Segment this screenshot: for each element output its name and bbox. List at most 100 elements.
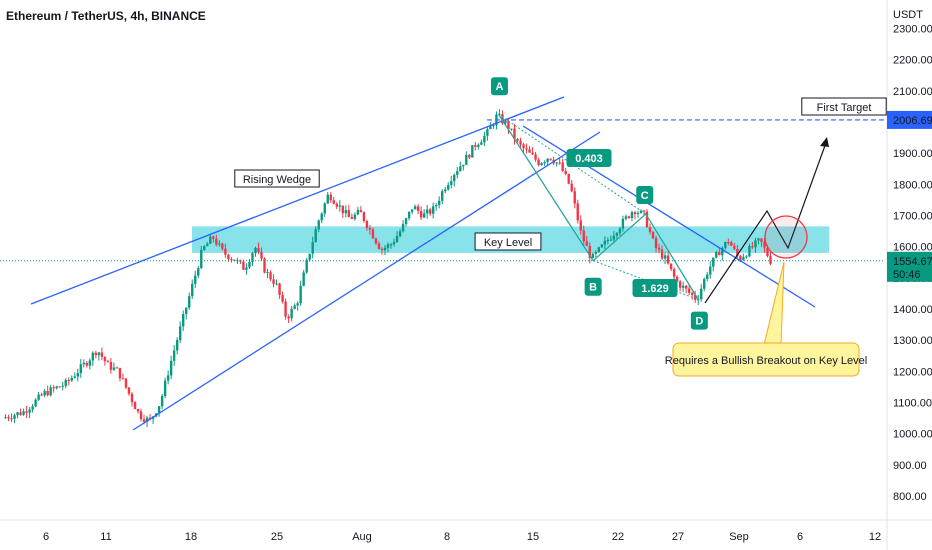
- candle-body: [745, 256, 748, 258]
- projected-path: [704, 139, 828, 304]
- candle-body: [347, 210, 351, 218]
- candle-body: [221, 243, 224, 249]
- candle-body: [61, 385, 64, 387]
- candle-body: [684, 285, 688, 289]
- candle-body: [178, 326, 182, 341]
- candle-body: [525, 148, 528, 150]
- candles: [4, 109, 772, 428]
- x-tick-label: 6: [797, 531, 803, 543]
- candle-body: [522, 144, 525, 149]
- candle-body: [79, 364, 82, 374]
- candle-body: [510, 128, 513, 130]
- candle-body: [188, 296, 191, 308]
- chart-title: Ethereum / TetherUS, 4h, BINANCE: [6, 9, 206, 23]
- candle-body: [465, 155, 468, 165]
- candle-body: [31, 406, 34, 410]
- candle-body: [329, 194, 332, 201]
- candle-body: [468, 155, 471, 158]
- y-tick-label: 1200.00: [893, 366, 932, 378]
- candle-body: [70, 377, 73, 381]
- candle-body: [296, 303, 299, 306]
- candle-body: [582, 230, 585, 242]
- candle-body: [266, 272, 269, 274]
- candle-body: [34, 399, 37, 407]
- candle-body: [230, 259, 233, 261]
- candle-body: [588, 245, 591, 259]
- candle-body: [447, 185, 450, 190]
- candle-body: [97, 352, 101, 356]
- candle-body: [112, 367, 116, 370]
- candle-body: [733, 245, 736, 249]
- candle-body: [606, 240, 610, 242]
- candle-body: [40, 394, 43, 396]
- candle-body: [459, 166, 462, 172]
- candle-body: [82, 362, 86, 365]
- candle-body: [453, 174, 456, 182]
- candle-body: [76, 373, 79, 377]
- candle-body: [254, 247, 257, 254]
- candle-body: [672, 269, 676, 277]
- candle-body: [742, 257, 745, 261]
- candle-body: [730, 242, 733, 246]
- candle-body: [293, 305, 296, 309]
- key-level-label: Key Level: [484, 237, 532, 249]
- candle-body: [160, 395, 164, 407]
- candle-body: [727, 242, 730, 244]
- candle-body: [206, 243, 209, 247]
- y-tick-label: 2100.00: [893, 86, 932, 98]
- candle-body: [380, 248, 384, 251]
- candle-body: [332, 200, 335, 204]
- candle-body: [175, 340, 179, 351]
- candle-body: [486, 129, 489, 136]
- callout-text: Requires a Bullish Breakout on Key Level: [665, 355, 867, 367]
- candle-body: [549, 158, 552, 160]
- candle-body: [281, 294, 284, 302]
- candle-body: [398, 231, 402, 237]
- projected-path-arrowhead: [820, 137, 829, 147]
- y-tick-label: 1400.00: [893, 304, 932, 316]
- candle-body: [528, 149, 531, 153]
- candle-body: [736, 248, 739, 256]
- x-tick-label: 27: [672, 531, 684, 543]
- x-tick-label: 18: [185, 531, 197, 543]
- candle-body: [718, 251, 721, 256]
- candle-body: [618, 228, 622, 234]
- candle-body: [13, 415, 16, 419]
- key-level-label-box: [474, 232, 542, 251]
- candle-body: [142, 419, 146, 422]
- candle-body: [127, 387, 131, 394]
- candle-body: [245, 267, 248, 270]
- y-tick-label: 1900.00: [893, 148, 932, 160]
- candle-body: [739, 255, 742, 261]
- candle-body: [700, 288, 703, 300]
- y-tick-label: 1600.00: [893, 242, 932, 254]
- candle-body: [136, 409, 140, 412]
- x-tick-label: 12: [869, 531, 881, 543]
- pattern-leg: [497, 113, 594, 262]
- candle-body: [543, 161, 546, 164]
- candle-body: [386, 244, 390, 248]
- y-tick-label: 2300.00: [893, 24, 932, 36]
- point-label-a-bg: [490, 77, 508, 96]
- candle-body: [242, 261, 245, 270]
- candle-body: [660, 249, 664, 259]
- candle-body: [706, 274, 709, 279]
- candle-body: [748, 246, 751, 257]
- candle-body: [326, 194, 329, 204]
- candle-body: [215, 238, 218, 245]
- ratio-label-bd-bg: [632, 279, 678, 297]
- candle-body: [769, 256, 772, 264]
- candle-body: [441, 191, 444, 201]
- candle-body: [224, 248, 227, 255]
- candle-countdown: 50:46: [893, 269, 921, 281]
- y-tick-label: 1300.00: [893, 335, 932, 347]
- candle-body: [721, 247, 724, 256]
- candle-body: [624, 216, 628, 219]
- candle-body: [715, 251, 718, 258]
- candle-body: [573, 191, 576, 204]
- candle-body: [471, 145, 474, 158]
- candle-body: [474, 145, 477, 147]
- candle-body: [377, 243, 381, 249]
- candle-body: [576, 203, 579, 221]
